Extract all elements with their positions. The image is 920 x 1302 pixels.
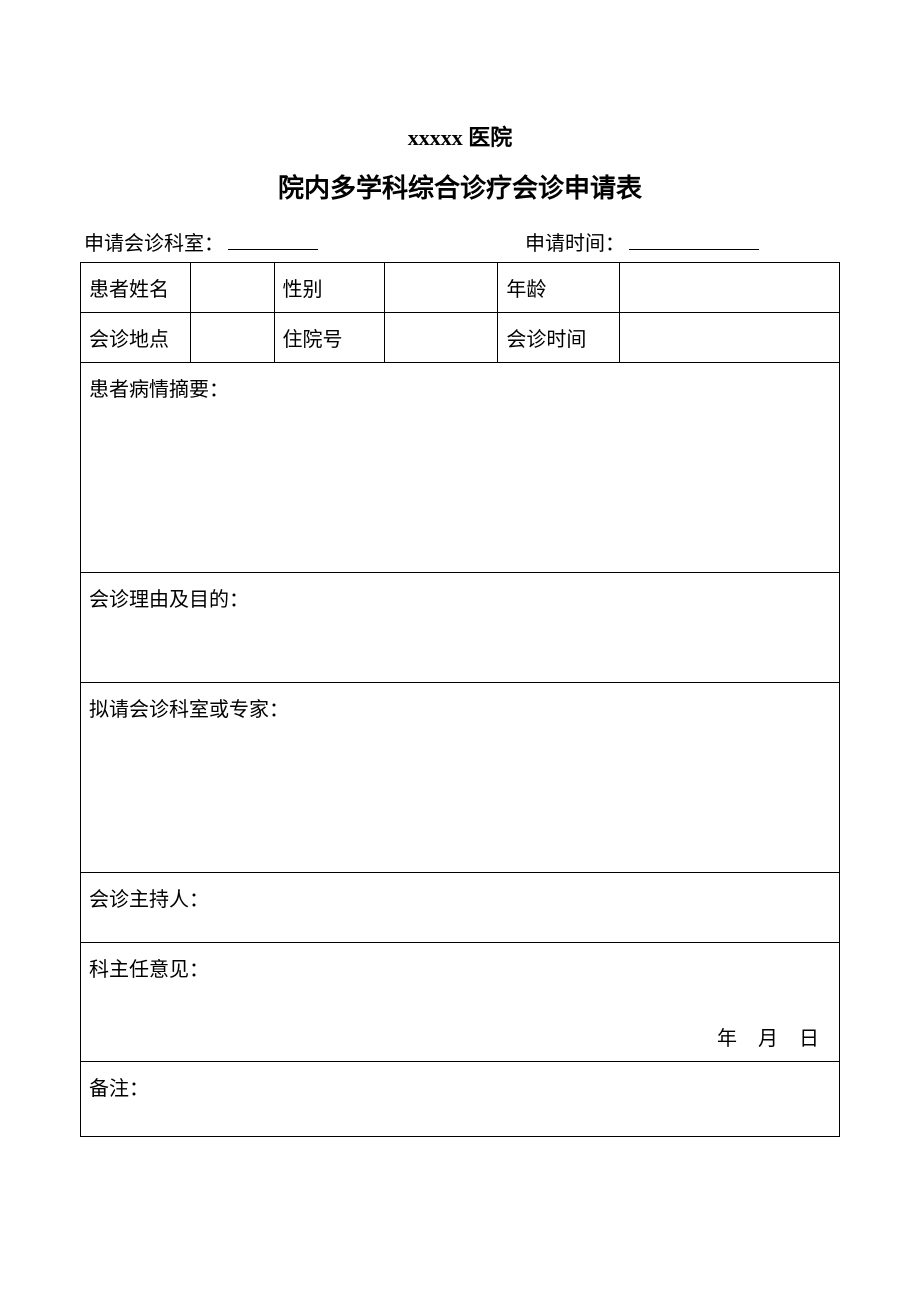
director-label: 科主任意见： bbox=[89, 959, 209, 981]
invite-cell[interactable]: 拟请会诊科室或专家： bbox=[81, 683, 840, 873]
remark-label: 备注： bbox=[89, 1078, 149, 1100]
table-row: 拟请会诊科室或专家： bbox=[81, 683, 840, 873]
year-label: 年 bbox=[717, 1028, 745, 1050]
table-row: 会诊地点 住院号 会诊时间 bbox=[81, 313, 840, 363]
director-cell[interactable]: 科主任意见： 年 月 日 bbox=[81, 943, 840, 1062]
consult-time-label: 会诊时间 bbox=[498, 313, 619, 363]
admission-no-label: 住院号 bbox=[274, 313, 384, 363]
month-label: 月 bbox=[758, 1028, 786, 1050]
reason-cell[interactable]: 会诊理由及目的： bbox=[81, 573, 840, 683]
meta-time-value[interactable] bbox=[629, 230, 759, 250]
gender-label: 性别 bbox=[274, 263, 384, 313]
location-label: 会诊地点 bbox=[81, 313, 191, 363]
gender-value[interactable] bbox=[384, 263, 498, 313]
form-title: 院内多学科综合诊疗会诊申请表 bbox=[80, 168, 840, 205]
table-row: 会诊理由及目的： bbox=[81, 573, 840, 683]
date-line: 年 月 日 bbox=[89, 982, 831, 1051]
age-label: 年龄 bbox=[498, 263, 619, 313]
invite-label: 拟请会诊科室或专家： bbox=[89, 699, 289, 721]
table-row: 会诊主持人： bbox=[81, 873, 840, 943]
host-cell[interactable]: 会诊主持人： bbox=[81, 873, 840, 943]
meta-row: 申请会诊科室： 申请时间： bbox=[80, 227, 840, 256]
remark-cell[interactable]: 备注： bbox=[81, 1062, 840, 1137]
patient-name-value[interactable] bbox=[191, 263, 274, 313]
admission-no-value[interactable] bbox=[384, 313, 498, 363]
consult-time-value[interactable] bbox=[619, 313, 839, 363]
host-label: 会诊主持人： bbox=[89, 889, 209, 911]
summary-cell[interactable]: 患者病情摘要： bbox=[81, 363, 840, 573]
consultation-form-table: 患者姓名 性别 年龄 会诊地点 住院号 会诊时间 患者病情摘要： 会诊理由及目的… bbox=[80, 262, 840, 1137]
meta-time-label: 申请时间： bbox=[525, 227, 625, 256]
patient-name-label: 患者姓名 bbox=[81, 263, 191, 313]
table-row: 患者病情摘要： bbox=[81, 363, 840, 573]
hospital-name: xxxxx 医院 bbox=[80, 120, 840, 152]
summary-label: 患者病情摘要： bbox=[89, 379, 229, 401]
table-row: 患者姓名 性别 年龄 bbox=[81, 263, 840, 313]
table-row: 科主任意见： 年 月 日 bbox=[81, 943, 840, 1062]
table-row: 备注： bbox=[81, 1062, 840, 1137]
reason-label: 会诊理由及目的： bbox=[89, 589, 249, 611]
day-label: 日 bbox=[799, 1028, 827, 1050]
meta-dept-label: 申请会诊科室： bbox=[84, 227, 224, 256]
age-value[interactable] bbox=[619, 263, 839, 313]
meta-dept-value[interactable] bbox=[228, 230, 318, 250]
location-value[interactable] bbox=[191, 313, 274, 363]
